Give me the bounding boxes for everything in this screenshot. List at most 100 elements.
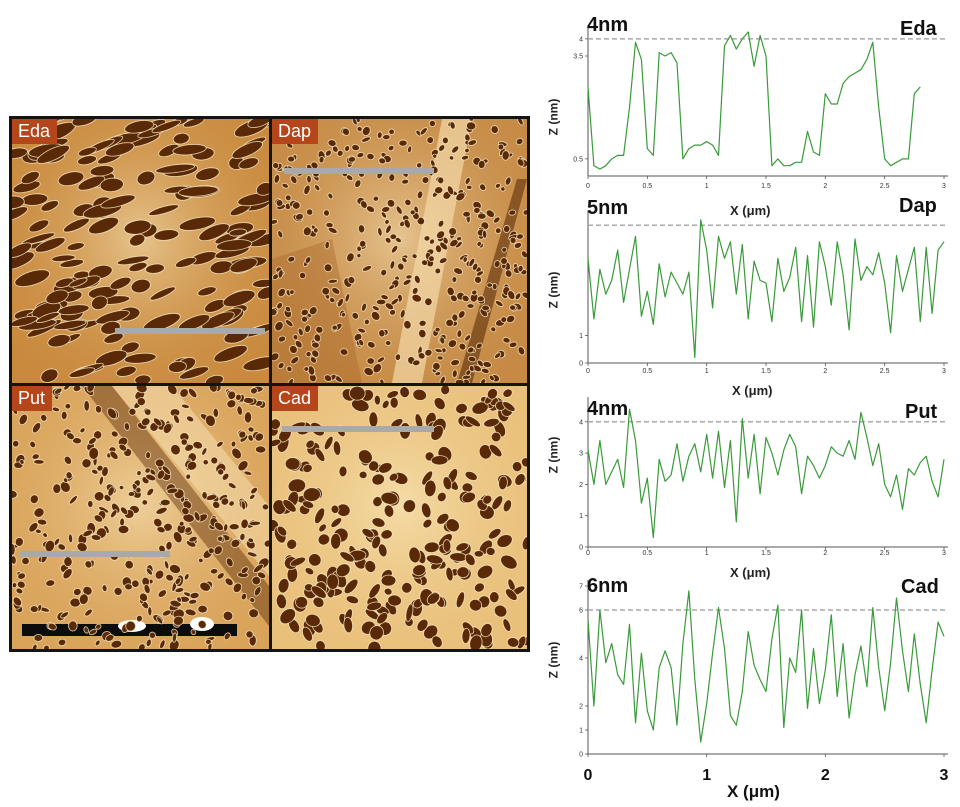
afm-pore bbox=[31, 643, 38, 649]
profile-plot-put: 0 1 2 3 4 0 0.5 1 1.5 2 2.5 3 4nm Put Z (nm) X (μm) bbox=[535, 393, 960, 588]
afm-pore bbox=[202, 459, 209, 466]
afm-pore bbox=[477, 212, 487, 220]
profile-height-label: 6nm bbox=[587, 575, 629, 597]
afm-pore bbox=[116, 255, 150, 266]
afm-pore bbox=[360, 302, 368, 312]
afm-pore bbox=[109, 276, 132, 290]
afm-pore bbox=[247, 426, 255, 433]
afm-pore bbox=[361, 125, 371, 137]
profile-line-eda bbox=[587, 31, 921, 170]
afm-pore bbox=[474, 275, 482, 284]
afm-pore bbox=[51, 254, 76, 263]
afm-pore bbox=[302, 487, 321, 502]
afm-pore bbox=[165, 573, 174, 582]
afm-pore bbox=[88, 446, 100, 460]
afm-pore bbox=[457, 310, 466, 319]
afm-pore bbox=[521, 536, 527, 551]
afm-pore bbox=[277, 287, 286, 298]
afm-pore bbox=[277, 577, 290, 594]
afm-pore bbox=[501, 150, 510, 161]
afm-pore bbox=[153, 517, 163, 528]
afm-pore bbox=[63, 386, 71, 391]
afm-pore bbox=[407, 145, 413, 154]
afm-pore bbox=[507, 290, 516, 301]
afm-pore bbox=[156, 616, 164, 625]
afm-pore bbox=[224, 577, 234, 587]
afm-pore bbox=[517, 264, 524, 273]
afm-pore bbox=[145, 638, 152, 647]
afm-pore bbox=[290, 175, 298, 185]
afm-pore bbox=[305, 613, 321, 628]
afm-pore bbox=[28, 522, 39, 533]
afm-pore bbox=[247, 119, 269, 129]
afm-pore bbox=[327, 192, 334, 200]
afm-pore bbox=[445, 518, 460, 533]
afm-pore bbox=[221, 472, 230, 481]
afm-pore bbox=[483, 417, 500, 428]
y-tick-label: 1 bbox=[579, 728, 583, 735]
afm-pore bbox=[286, 538, 298, 550]
afm-pore bbox=[340, 312, 347, 318]
afm-pore bbox=[237, 192, 269, 207]
afm-pore bbox=[371, 535, 382, 550]
afm-pore bbox=[324, 240, 330, 250]
afm-pore bbox=[193, 511, 201, 522]
afm-pore bbox=[238, 157, 259, 170]
afm-pore bbox=[83, 399, 90, 412]
x-tick-label: 0 bbox=[586, 368, 590, 375]
afm-pore bbox=[147, 606, 153, 617]
afm-pore bbox=[455, 402, 468, 415]
afm-pore bbox=[389, 396, 399, 409]
afm-pore bbox=[213, 344, 248, 363]
afm-pore bbox=[134, 374, 152, 383]
afm-pore bbox=[496, 534, 513, 548]
x-tick-label: 1 bbox=[705, 183, 709, 190]
afm-pore bbox=[401, 178, 410, 185]
afm-pore bbox=[434, 186, 444, 195]
afm-pore bbox=[86, 386, 95, 393]
afm-pore bbox=[381, 399, 390, 410]
y-tick-label: 4 bbox=[579, 656, 583, 663]
afm-pore bbox=[501, 246, 508, 253]
afm-pore bbox=[199, 581, 211, 592]
profile-plot-eda: 0.5 3.5 4 0 0.5 1 1.5 2 2.5 3 4nm Eda Z (nm) X (μ… bbox=[535, 0, 960, 225]
afm-pore bbox=[183, 573, 190, 581]
afm-pore bbox=[451, 145, 460, 154]
afm-pore bbox=[176, 596, 183, 603]
afm-pore bbox=[110, 639, 123, 649]
afm-pore bbox=[213, 545, 223, 556]
afm-pore bbox=[28, 219, 50, 233]
afm-pore bbox=[482, 360, 492, 369]
afm-pore bbox=[502, 401, 516, 412]
y-tick-label: 1 bbox=[579, 513, 583, 520]
afm-pore bbox=[65, 471, 73, 480]
afm-pore bbox=[448, 227, 458, 236]
afm-pore bbox=[327, 226, 338, 234]
afm-pore bbox=[230, 440, 237, 448]
afm-pore bbox=[63, 455, 73, 465]
afm-pore bbox=[12, 596, 23, 607]
afm-pore bbox=[144, 467, 151, 474]
x-tick-label: 1.5 bbox=[761, 550, 771, 557]
afm-pore bbox=[205, 638, 212, 645]
afm-pore bbox=[380, 211, 387, 219]
afm-image-cad: Cad bbox=[272, 386, 527, 649]
afm-pore bbox=[276, 525, 288, 537]
afm-pore bbox=[450, 359, 460, 367]
afm-pore bbox=[417, 352, 426, 360]
afm-pore bbox=[367, 640, 382, 649]
afm-pore bbox=[376, 356, 386, 364]
afm-pore bbox=[339, 551, 355, 563]
afm-pore bbox=[377, 227, 383, 237]
afm-pore bbox=[404, 198, 412, 207]
afm-pore bbox=[140, 417, 151, 427]
afm-pore bbox=[424, 479, 437, 498]
afm-pore bbox=[197, 557, 204, 564]
afm-pore bbox=[67, 533, 74, 544]
afm-pore bbox=[411, 293, 422, 303]
afm-pore bbox=[154, 458, 165, 468]
x-tick-label: 2.5 bbox=[880, 550, 890, 557]
afm-pore bbox=[225, 557, 234, 568]
afm-pore bbox=[508, 341, 518, 349]
afm-pore bbox=[287, 255, 296, 263]
